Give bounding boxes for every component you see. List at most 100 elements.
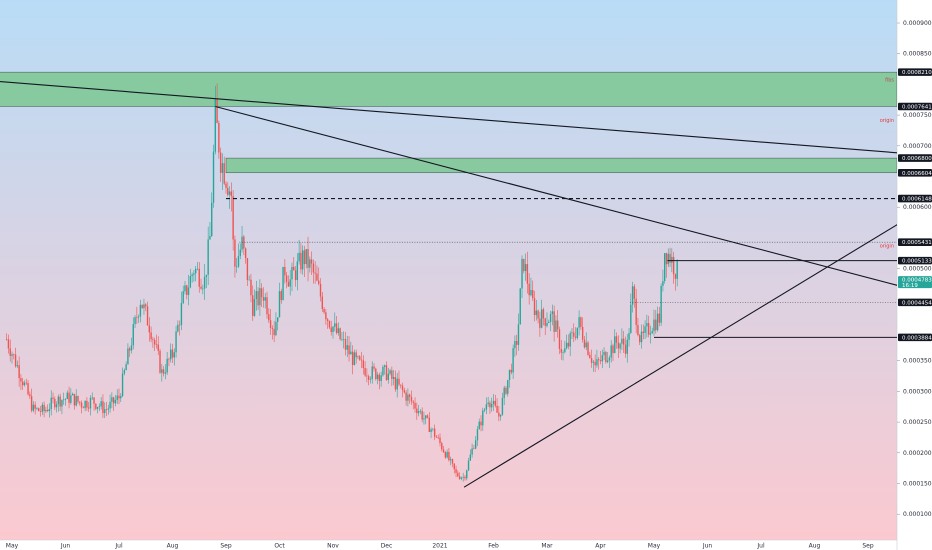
candle-body-188 <box>339 328 341 340</box>
candle-body-246 <box>442 449 445 453</box>
candle-body-255 <box>458 476 461 479</box>
candle-body-60 <box>111 397 113 402</box>
candle-body-350 <box>628 332 630 340</box>
candle-body-328 <box>589 354 591 359</box>
candle-body-295 <box>530 290 532 296</box>
candle-body-46 <box>86 400 88 408</box>
candle-body-174 <box>314 272 316 274</box>
candle-body-69 <box>127 348 129 365</box>
candle-body-309 <box>555 320 557 332</box>
candle-body-54 <box>100 401 102 407</box>
candle-body-308 <box>553 311 555 332</box>
candle-body-297 <box>533 298 536 316</box>
candle-body-156 <box>282 266 284 301</box>
candles <box>5 83 678 482</box>
candle-body-153 <box>277 317 279 322</box>
candle-body-296 <box>532 290 534 299</box>
candle-body-194 <box>350 351 352 355</box>
zone-note-1: origin <box>880 118 894 124</box>
candle-body-15 <box>30 396 33 411</box>
candle-body-132 <box>239 249 241 256</box>
candle-body-47 <box>87 407 90 409</box>
candle-body-300 <box>539 318 541 328</box>
candle-body-204 <box>367 376 370 380</box>
candle-body-320 <box>574 336 577 338</box>
candle-body-304 <box>546 323 548 326</box>
candle-body-199 <box>359 356 361 360</box>
candle-body-32 <box>61 400 63 407</box>
x-tick-label-6: Oct <box>274 543 285 550</box>
candle-body-22 <box>43 404 45 412</box>
candle-body-213 <box>384 365 386 367</box>
candle-body-232 <box>417 411 420 414</box>
x-tick-label-9: 2021 <box>432 543 447 550</box>
candle-body-177 <box>319 283 322 297</box>
candle-body-267 <box>480 421 482 426</box>
candle-body-31 <box>59 396 61 407</box>
candle-body-266 <box>478 421 480 430</box>
candle-body-356 <box>639 335 641 343</box>
candle-body-218 <box>392 377 395 379</box>
candle-body-101 <box>184 285 186 292</box>
candle-body-172 <box>310 259 313 264</box>
x-tick-label-12: Apr <box>595 543 606 550</box>
candle-body-215 <box>387 373 389 380</box>
candle-body-2 <box>7 339 10 349</box>
candle-body-346 <box>621 338 623 344</box>
price-tag-label-3: 0.0006800 <box>902 156 932 162</box>
candle-body-143 <box>259 288 261 306</box>
candle-body-265 <box>476 429 479 441</box>
candle-body-96 <box>175 331 177 353</box>
candle-body-191 <box>344 338 347 350</box>
candle-body-244 <box>439 437 441 444</box>
price-tag-label-6: 0.0005431 <box>902 240 932 246</box>
candle-body-85 <box>155 344 158 346</box>
candle-body-53 <box>98 406 101 407</box>
candle-body-373 <box>669 253 671 263</box>
candle-body-271 <box>487 402 489 405</box>
candle-body-80 <box>146 306 149 326</box>
candle-body-229 <box>412 401 414 403</box>
candle-body-321 <box>576 327 579 338</box>
candle-body-287 <box>515 340 518 345</box>
candle-body-68 <box>125 364 127 371</box>
candle-body-221 <box>398 378 400 385</box>
candle-body-364 <box>653 319 655 332</box>
candle-body-38 <box>71 393 74 396</box>
x-tick-label-15: Jul <box>756 543 765 550</box>
candle-body-280 <box>503 387 505 398</box>
trendline-3 <box>463 224 897 488</box>
price-tag-bg-2 <box>898 102 932 111</box>
candle-body-157 <box>284 266 286 276</box>
candle-body-224 <box>403 390 406 393</box>
candle-body-257 <box>462 476 464 478</box>
price-tag-bg-1 <box>898 68 932 76</box>
candle-body-201 <box>362 360 365 368</box>
candle-body-288 <box>517 324 520 345</box>
candle-body-289 <box>519 288 521 325</box>
candle-body-236 <box>425 415 427 419</box>
candle-body-241 <box>433 428 436 437</box>
candle-body-48 <box>89 397 92 409</box>
candle-body-305 <box>548 321 550 324</box>
candle-body-20 <box>39 411 42 412</box>
plot-area: origin origin fibs <box>0 71 897 488</box>
candle-body-154 <box>278 291 281 318</box>
candle-body-90 <box>164 372 167 374</box>
candle-body-348 <box>624 344 627 354</box>
candle-body-249 <box>448 451 450 461</box>
candle-body-74 <box>136 317 138 318</box>
candle-body-203 <box>366 375 368 377</box>
candle-body-317 <box>569 333 571 347</box>
candle-body-159 <box>287 281 290 287</box>
candle-body-263 <box>473 448 475 450</box>
candle-body-322 <box>578 317 580 328</box>
candle-body-366 <box>656 313 659 331</box>
candle-body-133 <box>241 236 243 250</box>
candle-body-162 <box>293 266 295 271</box>
candle-body-126 <box>228 191 231 195</box>
candle-body-131 <box>237 255 240 267</box>
